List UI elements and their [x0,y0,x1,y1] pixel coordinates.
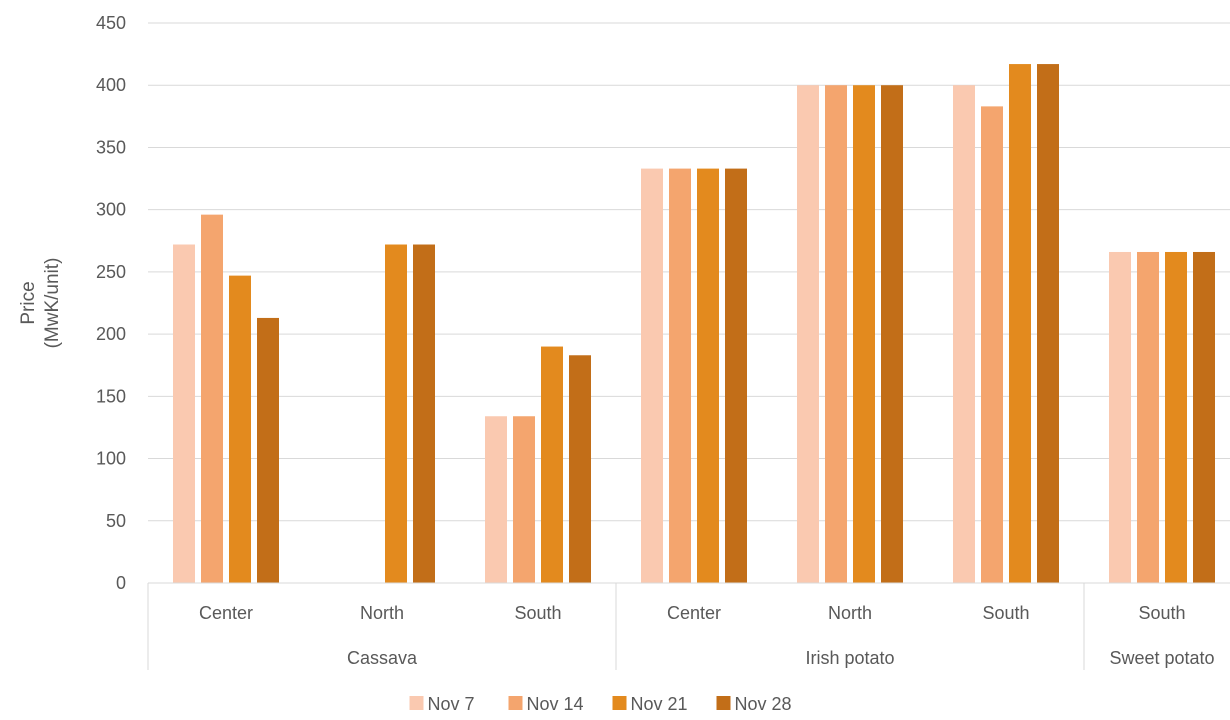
bar [569,355,591,583]
bar [257,317,279,583]
bar [1009,64,1031,584]
x-category-label: Center [199,603,253,623]
bar [1193,251,1215,583]
bars [173,64,1215,584]
x-group-label: Cassava [347,648,418,668]
bar [881,85,903,583]
legend-swatch [508,696,523,710]
bar [413,244,435,583]
bar [641,168,663,583]
x-category-label: North [360,603,404,623]
x-category-label: South [514,603,561,623]
y-tick-label: 400 [96,75,126,95]
bar [669,168,691,583]
x-category-label: South [982,603,1029,623]
y-tick-label: 350 [96,137,126,157]
y-tick-label: 300 [96,200,126,220]
legend-label: Nov 28 [735,694,792,714]
bar [201,214,223,583]
y-axis-title: Price (MwK/unit) [18,258,63,349]
bar [797,85,819,583]
y-axis-label: Price (MwK/unit) [18,258,63,349]
x-axis: Center North South Center North South South Cas… [147,582,1230,670]
x-category-label: Center [667,603,721,623]
bar [513,416,535,583]
x-group-label: Sweet potato [1109,648,1214,668]
y-tick-label: 0 [116,573,126,593]
y-tick-label: 450 [96,13,126,33]
bar [1165,251,1187,583]
bar [981,106,1003,583]
legend-item: Nov 7 [409,694,475,714]
legend-item: Nov 28 [716,694,792,714]
y-tick-label: 100 [96,449,126,469]
y-axis-title-line: Price [18,281,39,324]
bar [1037,64,1059,584]
legend-item: Nov 21 [612,694,688,714]
legend-label: Nov 21 [631,694,688,714]
x-category-label: South [1138,603,1185,623]
bar [725,168,747,583]
y-axis-title-line: (MwK/unit) [42,258,63,349]
x-group-label: Irish potato [805,648,894,668]
legend-swatch [716,696,731,710]
bar [485,416,507,583]
bar [173,244,195,583]
y-tick-label: 250 [96,262,126,282]
bar [385,244,407,583]
x-category-label: North [828,603,872,623]
y-tick-label: 200 [96,324,126,344]
y-tick-label: 150 [96,386,126,406]
legend-label: Nov 7 [428,694,475,714]
legend-swatch [612,696,627,710]
legend-label: Nov 14 [527,694,584,714]
bar [1137,251,1159,583]
bar [541,346,563,583]
legend-item: Nov 14 [508,694,584,714]
legend-swatch [409,696,424,710]
bar [697,168,719,583]
y-axis-ticks: 0 50 100 150 200 250 300 350 400 450 [96,13,126,593]
bar [229,275,251,583]
y-tick-label: 50 [106,511,126,531]
legend: Nov 7 Nov 14 Nov 21 Nov 28 [409,694,792,714]
bar [1109,251,1131,583]
bar [825,85,847,583]
bar [953,85,975,583]
bar [853,85,875,583]
